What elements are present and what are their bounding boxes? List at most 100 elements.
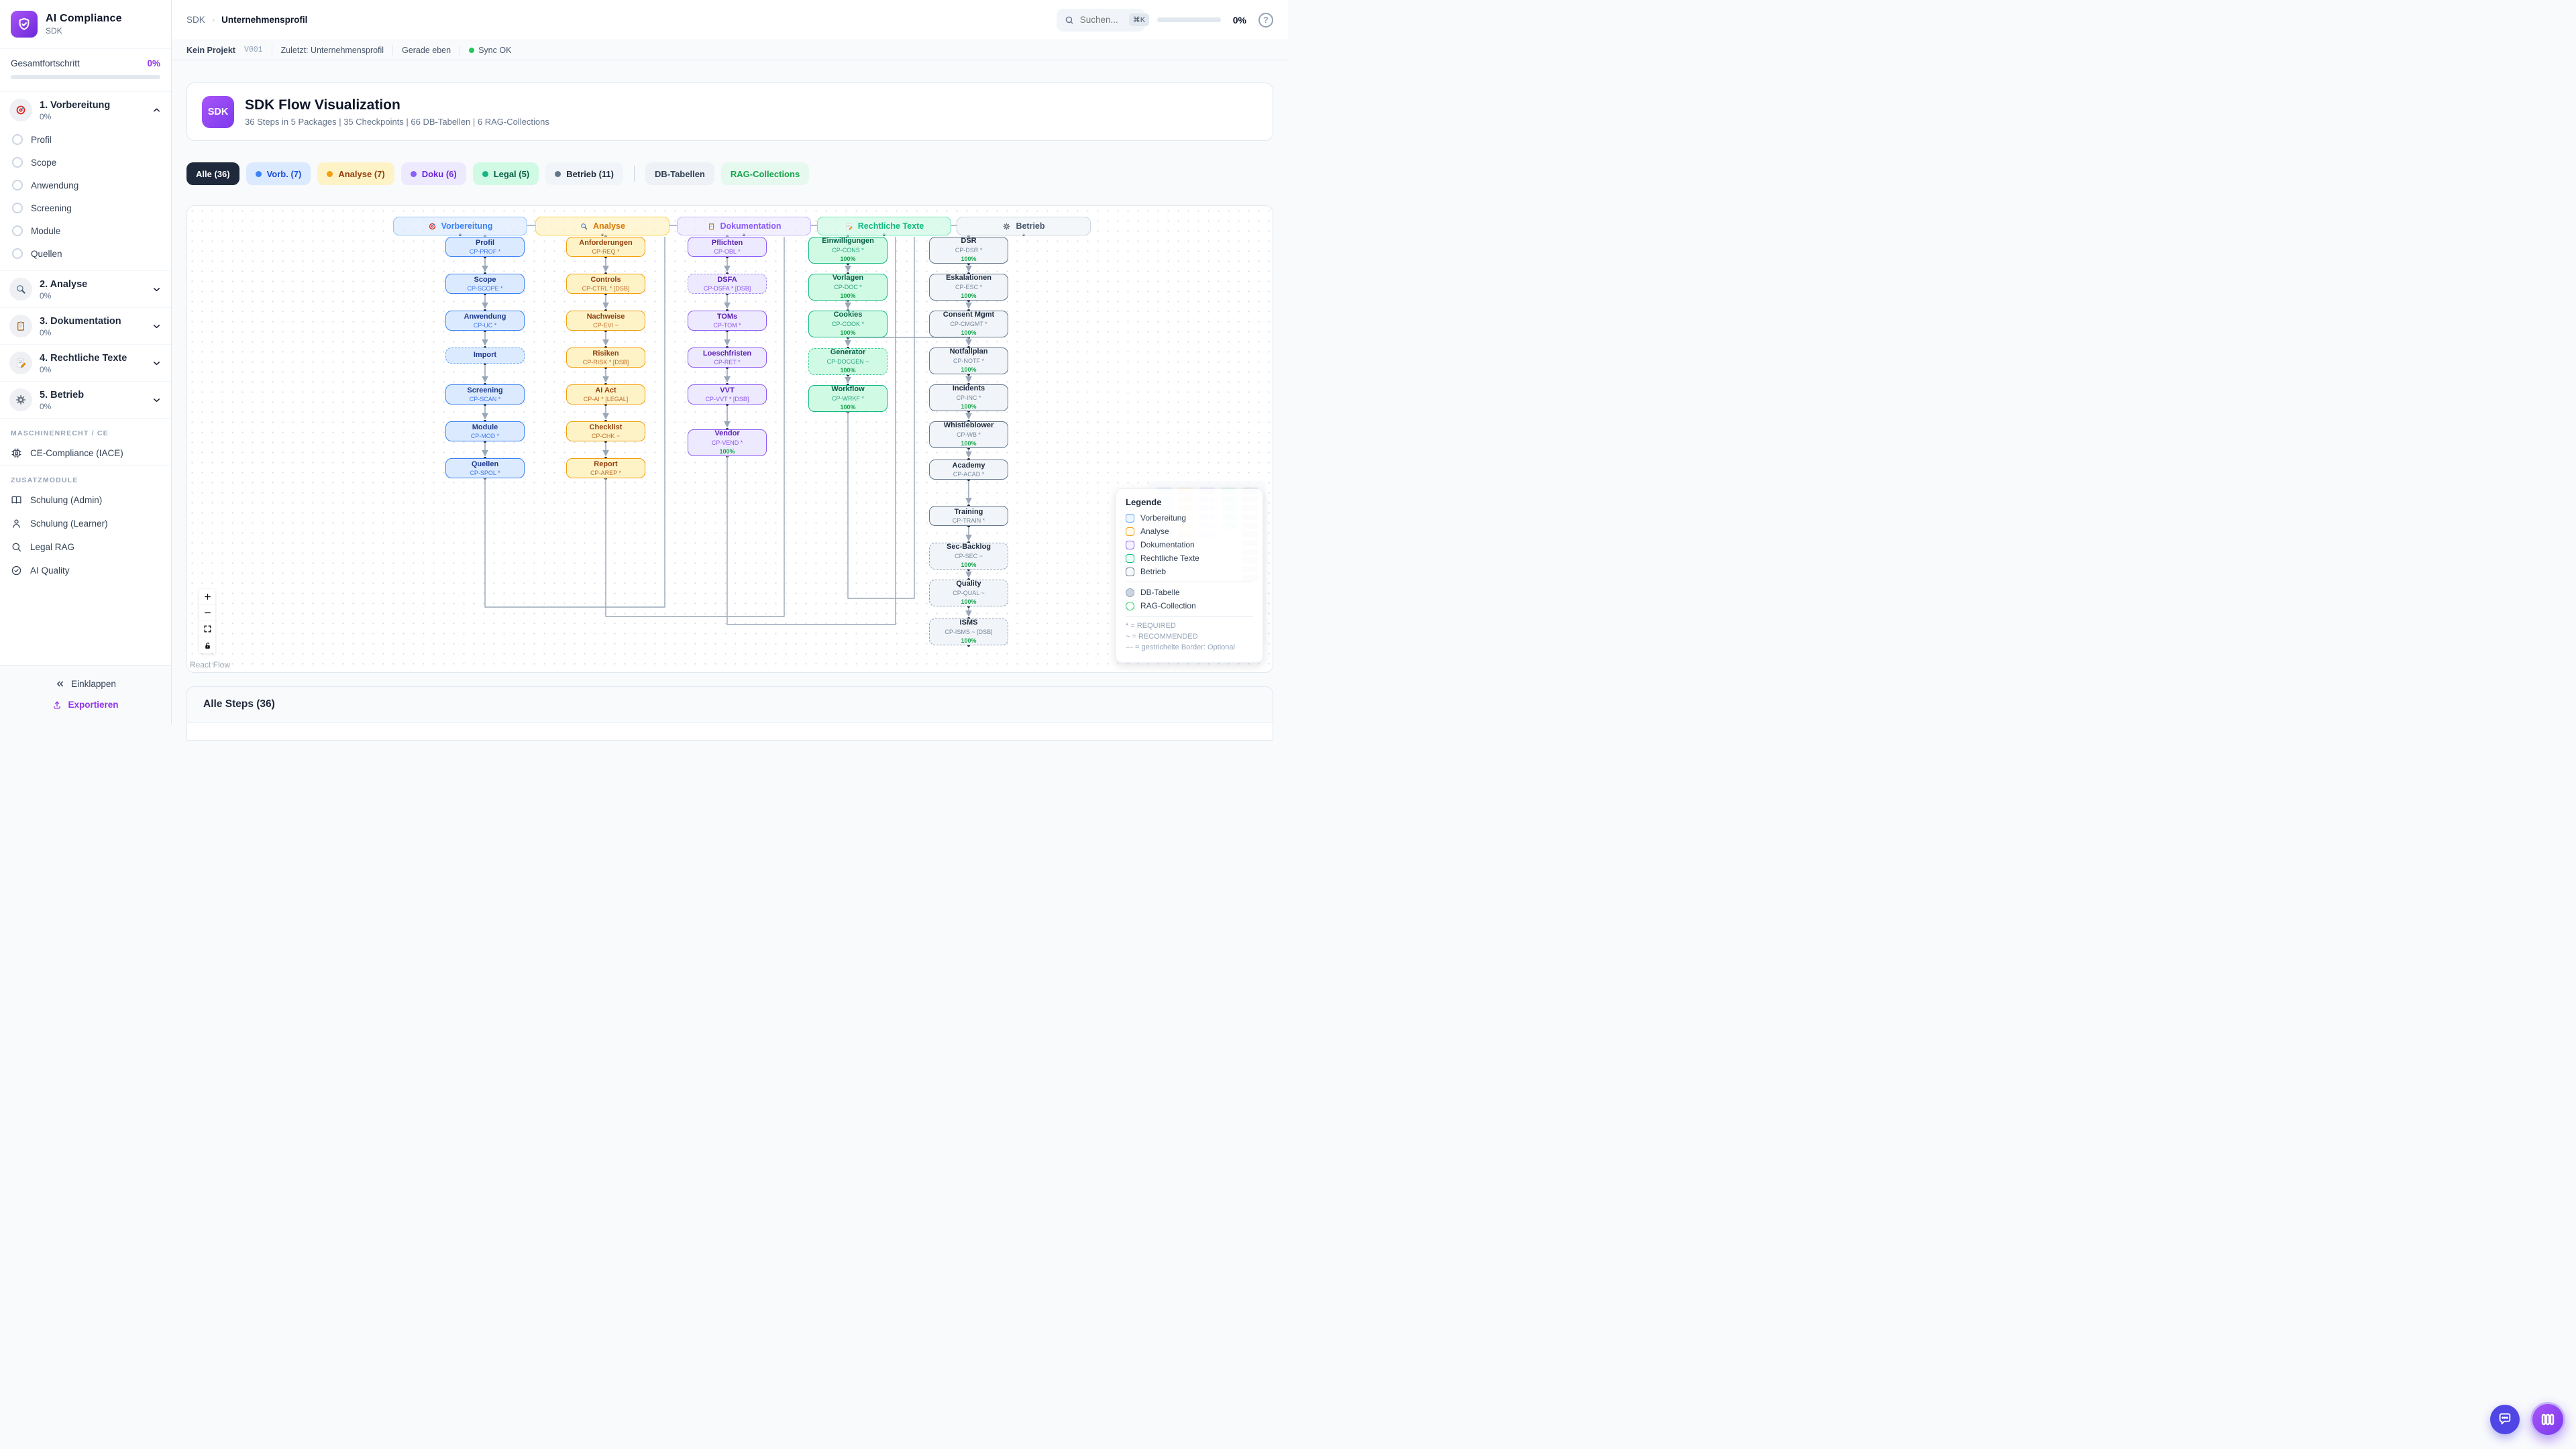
node-progress-value: 100%	[840, 403, 856, 411]
filter-chip-legal5[interactable]: Legal (5)	[472, 162, 539, 185]
flow-node-anforderungen[interactable]: Anforderungen CP-REQ *	[566, 237, 645, 257]
sidebar-item-legal-rag[interactable]: Legal RAG	[0, 535, 171, 559]
sidebar-group-header: MASCHINENRECHT / CE	[11, 429, 109, 437]
topbar: SDK › Unternehmensprofil ⌘K 0% ?	[172, 0, 1288, 40]
flow-node-nachweise[interactable]: Nachweise CP-EVI ~	[566, 311, 645, 331]
flow-node-import[interactable]: Import	[445, 347, 525, 364]
filter-dot-icon	[410, 170, 417, 177]
help-icon[interactable]: ?	[1258, 12, 1273, 28]
node-progress-value: 100%	[961, 255, 977, 262]
filter-chip-doku6[interactable]: Doku (6)	[400, 162, 466, 185]
sidebar-item-anwendung[interactable]: Anwendung	[0, 174, 171, 197]
flow-node-scope[interactable]: Scope CP-SCOPE *	[445, 274, 525, 294]
statusbar: Kein Projekt V001 Zuletzt: Unternehmensp…	[172, 40, 1288, 60]
chat-fab-button[interactable]	[2490, 1405, 2520, 1434]
flow-node-cookies[interactable]: Cookies CP-COOK * 100%	[808, 311, 888, 337]
chevron-down-icon	[152, 395, 162, 405]
flow-node-dsr[interactable]: DSR CP-DSR * 100%	[929, 237, 1008, 264]
package-header-analyse[interactable]: Analyse	[535, 217, 669, 235]
flow-node-ai-act[interactable]: AI Act CP-AI * [LEGAL]	[566, 384, 645, 405]
flow-node-controls[interactable]: Controls CP-CTRL * [DSB]	[566, 274, 645, 294]
filter-chip-ragcollections[interactable]: RAG-Collections	[720, 162, 810, 185]
search-input[interactable]: ⌘K	[1056, 8, 1150, 32]
package-header-vorbereitung[interactable]: Vorbereitung	[393, 217, 527, 235]
magnifier-icon	[580, 222, 588, 231]
flow-node-training[interactable]: Training CP-TRAIN *	[929, 506, 1008, 526]
flow-node-sec-backlog[interactable]: Sec-Backlog CP-SEC ~ 100%	[929, 543, 1008, 570]
overall-progress-value: 0%	[147, 58, 160, 68]
legend-row-vorbereitung: Vorbereitung	[1126, 513, 1253, 523]
flow-node-pflichten[interactable]: Pflichten CP-OBL *	[688, 237, 767, 257]
flow-node-einwilligungen[interactable]: Einwilligungen CP-CONS * 100%	[808, 237, 888, 264]
search-field[interactable]	[1079, 15, 1123, 25]
flow-node-vvt[interactable]: VVT CP-VVT * [DSB]	[688, 384, 767, 405]
sidebar-item-ai-quality[interactable]: AI Quality	[0, 559, 171, 582]
flow-node-module[interactable]: Module CP-MOD *	[445, 421, 525, 441]
flow-node-quality[interactable]: Quality CP-QUAL ~ 100%	[929, 580, 1008, 606]
status-circle-icon	[12, 157, 23, 168]
lock-button[interactable]	[199, 637, 215, 653]
flow-node-risiken[interactable]: Risiken CP-RISK * [DSB]	[566, 347, 645, 368]
sidebar-item-quellen[interactable]: Quellen	[0, 242, 171, 265]
search-icon	[11, 541, 22, 553]
flow-node-generator[interactable]: Generator CP-DOCGEN ~ 100%	[808, 348, 888, 375]
legend-swatch-icon	[1126, 527, 1134, 536]
minus-icon	[203, 608, 212, 617]
sidebar-section-dokumentation[interactable]: 3. Dokumentation 0%	[0, 308, 171, 344]
filter-dot-icon	[555, 170, 561, 177]
flow-node-report[interactable]: Report CP-AREP *	[566, 458, 645, 478]
flow-canvas[interactable]: Legende Vorbereitung Analyse Dokumentati…	[186, 205, 1273, 673]
flow-node-anwendung[interactable]: Anwendung CP-UC *	[445, 311, 525, 331]
sidebar-item-schulung--admin-[interactable]: Schulung (Admin)	[0, 488, 171, 512]
filter-chip-alle36[interactable]: Alle (36)	[186, 162, 239, 185]
sidebar-section-analyse[interactable]: 2. Analyse 0%	[0, 271, 171, 307]
memo-icon	[9, 352, 32, 374]
node-progress-value: 100%	[840, 366, 856, 374]
flow-node-academy[interactable]: Academy CP-ACAD *	[929, 460, 1008, 480]
sidebar-section-vorbereitung[interactable]: 1. Vorbereitung 0%	[0, 92, 171, 128]
export-button[interactable]: Exportieren	[0, 694, 171, 715]
fit-view-button[interactable]	[199, 621, 215, 637]
filter-chip-vorb7[interactable]: Vorb. (7)	[246, 162, 311, 185]
sidebar-item-profil[interactable]: Profil	[0, 128, 171, 151]
legend-row-db-tabelle: DB-Tabelle	[1126, 588, 1253, 597]
sidebar-section-betrieb[interactable]: 5. Betrieb 0%	[0, 382, 171, 418]
flow-node-notfallplan[interactable]: Notfallplan CP-NOTF * 100%	[929, 347, 1008, 374]
sidebar-item-schulung--learner-[interactable]: Schulung (Learner)	[0, 512, 171, 535]
app-header: AI Compliance SDK	[0, 0, 171, 49]
zoom-out-button[interactable]	[199, 605, 215, 621]
sidebar-item-module[interactable]: Module	[0, 219, 171, 242]
flow-node-isms[interactable]: ISMS CP-ISMS ~ [DSB] 100%	[929, 619, 1008, 645]
package-header-betrieb[interactable]: Betrieb	[957, 217, 1091, 235]
flow-node-checklist[interactable]: Checklist CP-CHK ~	[566, 421, 645, 441]
flow-node-loeschfristen[interactable]: Loeschfristen CP-RET *	[688, 347, 767, 368]
flow-node-toms[interactable]: TOMs CP-TOM *	[688, 311, 767, 331]
flow-node-whistleblower[interactable]: Whistleblower CP-WB * 100%	[929, 421, 1008, 448]
package-header-rechtliche-texte[interactable]: Rechtliche Texte	[817, 217, 951, 235]
flow-node-vorlagen[interactable]: Vorlagen CP-DOC * 100%	[808, 274, 888, 301]
flow-node-consent-mgmt[interactable]: Consent Mgmt CP-CMGMT * 100%	[929, 311, 1008, 337]
filter-chip-dbtabellen[interactable]: DB-Tabellen	[645, 162, 714, 185]
flow-node-screening[interactable]: Screening CP-SCAN *	[445, 384, 525, 405]
sidebar-item-screening[interactable]: Screening	[0, 197, 171, 219]
filter-chip-analyse7[interactable]: Analyse (7)	[317, 162, 394, 185]
package-header-dokumentation[interactable]: Dokumentation	[677, 217, 811, 235]
board-fab-button[interactable]	[2530, 1402, 2565, 1437]
breadcrumb-root[interactable]: SDK	[186, 15, 205, 25]
sidebar-item-scope[interactable]: Scope	[0, 151, 171, 174]
flow-node-quellen[interactable]: Quellen CP-SPOL *	[445, 458, 525, 478]
flow-node-workflow[interactable]: Workflow CP-WRKF * 100%	[808, 385, 888, 412]
filter-dot-icon	[255, 170, 262, 177]
chevron-up-icon	[152, 105, 162, 115]
status-circle-icon	[12, 225, 23, 236]
flow-node-vendor[interactable]: Vendor CP-VEND * 100%	[688, 429, 767, 456]
flow-node-dsfa[interactable]: DSFA CP-DSFA * [DSB]	[688, 274, 767, 294]
flow-node-profil[interactable]: Profil CP-PROF *	[445, 237, 525, 257]
flow-node-eskalationen[interactable]: Eskalationen CP-ESC * 100%	[929, 274, 1008, 301]
collapse-sidebar-button[interactable]: Einklappen	[0, 674, 171, 694]
sidebar-section-rechtlichetexte[interactable]: 4. Rechtliche Texte 0%	[0, 345, 171, 381]
filter-chip-betrieb11[interactable]: Betrieb (11)	[545, 162, 623, 185]
flow-node-incidents[interactable]: Incidents CP-INC * 100%	[929, 384, 1008, 411]
zoom-in-button[interactable]	[199, 589, 215, 605]
sidebar-item-ce-compliance--iace-[interactable]: CE-Compliance (IACE)	[0, 441, 171, 465]
